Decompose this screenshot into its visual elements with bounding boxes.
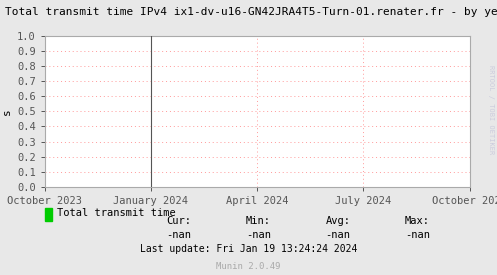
Text: Last update: Fri Jan 19 13:24:24 2024: Last update: Fri Jan 19 13:24:24 2024 [140,244,357,254]
Text: -nan: -nan [166,230,191,240]
Text: Munin 2.0.49: Munin 2.0.49 [216,262,281,271]
Text: -nan: -nan [326,230,350,240]
Text: RRTOOL / TOBI OETIKER: RRTOOL / TOBI OETIKER [488,65,494,155]
Text: Avg:: Avg: [326,216,350,226]
Text: Total transmit time IPv4 ix1-dv-u16-GN42JRA4T5-Turn-01.renater.fr - by year: Total transmit time IPv4 ix1-dv-u16-GN42… [5,7,497,17]
Y-axis label: s: s [1,108,11,115]
Text: Max:: Max: [405,216,430,226]
Text: -nan: -nan [405,230,430,240]
Text: Cur:: Cur: [166,216,191,226]
Bar [45,208,52,221]
Text: Total transmit time: Total transmit time [57,208,176,218]
Text: -nan: -nan [246,230,271,240]
Text: Min:: Min: [246,216,271,226]
